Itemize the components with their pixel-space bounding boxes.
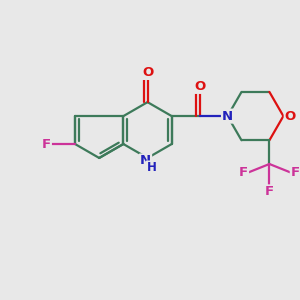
Text: N: N <box>140 154 151 167</box>
Text: H: H <box>147 161 157 174</box>
Text: F: F <box>42 137 51 151</box>
Text: F: F <box>291 166 300 179</box>
Text: O: O <box>142 66 153 79</box>
Text: N: N <box>222 110 233 123</box>
Text: O: O <box>285 110 296 123</box>
Text: F: F <box>239 166 248 179</box>
Text: F: F <box>265 185 274 198</box>
Text: O: O <box>194 80 205 93</box>
